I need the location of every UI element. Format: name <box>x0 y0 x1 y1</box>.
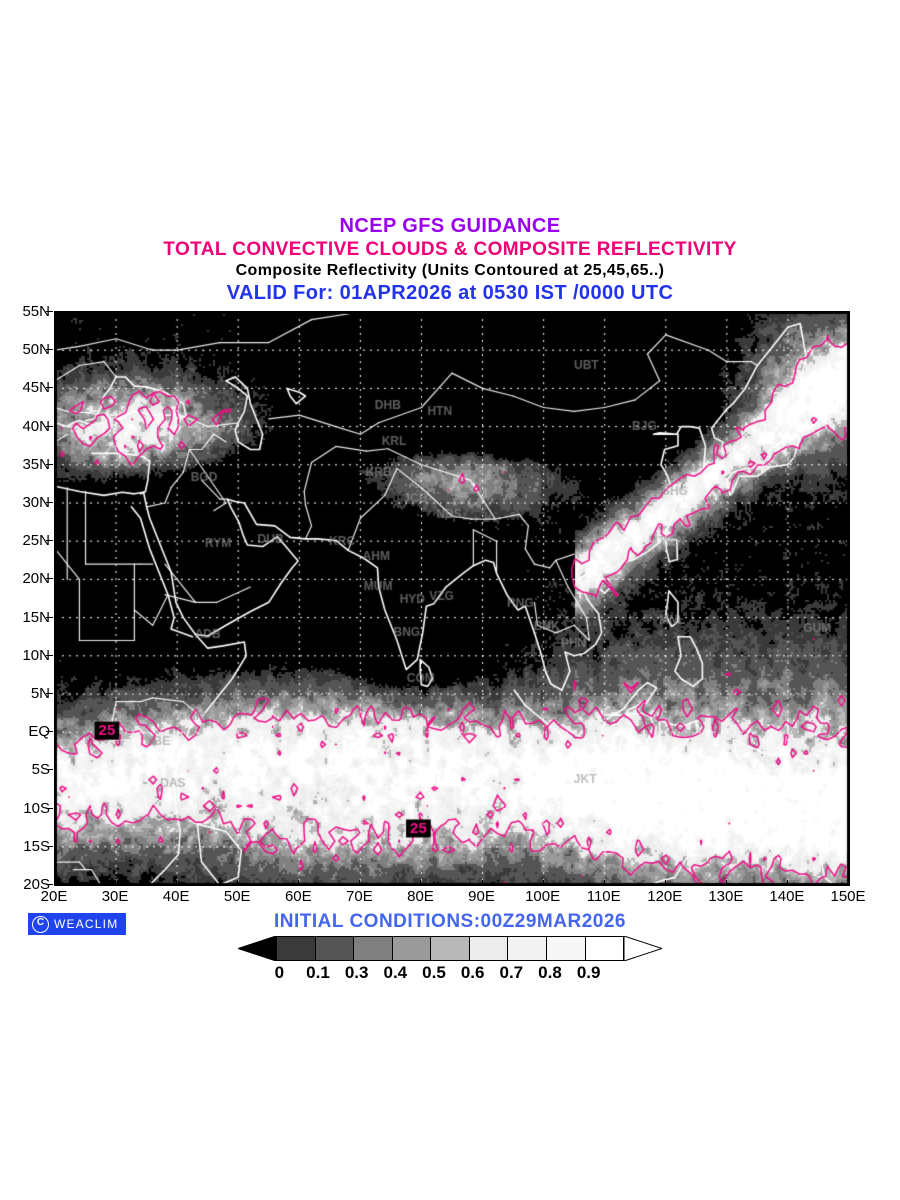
colorbar-tick-label: 0.9 <box>576 963 601 982</box>
lat-tick-label: 40N <box>22 417 50 435</box>
colorbar-tick-label: 0.7 <box>499 963 524 982</box>
lat-tick-label: 25N <box>22 532 50 550</box>
lat-tick-mark <box>46 311 53 312</box>
lat-tick-mark <box>46 578 53 580</box>
lat-tick-label: 5S <box>31 761 50 779</box>
lat-tick-mark <box>46 884 53 885</box>
lat-tick-mark <box>46 387 53 389</box>
colorbar-segment <box>585 936 625 961</box>
longitude-axis: 20E 30E 40E 50E 60E 70E 80E 90E 100E 110E 120E 130E… <box>0 880 900 910</box>
colorbar-tick-label: 0.5 <box>422 963 446 982</box>
lon-tick-mark <box>481 880 483 886</box>
lon-tick-label: 20E <box>40 888 68 905</box>
lat-tick-label: 5N <box>30 685 50 702</box>
reflectivity-raster <box>55 312 849 885</box>
lat-tick-label: 50N <box>22 341 50 359</box>
lon-tick-label: 110E <box>586 888 621 905</box>
lat-tick-mark <box>46 654 53 656</box>
lon-tick-label: 60E <box>284 888 312 905</box>
lat-tick-label: 15N <box>22 608 50 626</box>
lat-tick-mark <box>46 616 53 618</box>
colorbar-tick-label: 0.1 <box>306 963 330 982</box>
colorbar-tick-label: 0.3 <box>344 963 369 982</box>
colorbar-segment <box>315 936 355 961</box>
lat-tick-mark <box>46 731 53 733</box>
lon-tick-mark <box>603 880 605 886</box>
lat-tick-mark <box>46 425 53 427</box>
colorbar-segment <box>276 936 316 961</box>
colorbar-low-cap-icon <box>238 936 276 961</box>
colorbar-segment <box>392 936 432 961</box>
lat-tick-mark <box>46 693 53 694</box>
lat-tick-label: 10S <box>23 799 50 817</box>
lon-tick-label: 70E <box>346 888 373 905</box>
lon-tick-mark <box>54 880 55 886</box>
lat-tick-mark <box>46 502 53 503</box>
lat-tick-label: EQ <box>28 723 50 741</box>
lon-tick-label: 80E <box>407 888 434 905</box>
initial-conditions-label: INITIAL CONDITIONS:00Z29MAR2026 <box>274 911 626 932</box>
lat-tick-label: 10N <box>22 646 50 664</box>
lon-tick-mark <box>420 880 422 886</box>
colorbar-legend: 0 0.1 0.3 0.4 0.5 0.6 0.7 0.8 0.9 <box>0 936 900 992</box>
colorbar-segment <box>354 936 393 961</box>
lon-tick-mark <box>176 880 178 886</box>
latitude-axis: 55N 50N 45N 40N 35N 30N 25N 20N 15N 10N 5N EQ 5S 10S 1… <box>0 303 900 893</box>
valid-time-label: VALID For: 01APR2026 at 0530 IST /0000 U… <box>226 282 674 304</box>
lat-tick-label: 55N <box>22 303 50 320</box>
colorbar-segments <box>276 936 625 961</box>
lon-tick-mark <box>115 880 117 886</box>
weather-map-plot[interactable] <box>54 311 850 886</box>
lat-tick-mark <box>46 845 53 847</box>
colorbar-segment <box>469 936 509 961</box>
colorbar-segment <box>508 936 547 961</box>
colorbar-tick-label: 0.4 <box>383 963 408 982</box>
colorbar-tick-label: 0.6 <box>460 963 485 982</box>
lat-tick-mark <box>46 349 53 351</box>
lon-tick-label: 90E <box>468 888 495 905</box>
lat-tick-mark <box>46 807 53 809</box>
lat-tick-label: 45N <box>22 379 50 397</box>
lon-tick-label: 100E <box>525 888 561 905</box>
lon-tick-mark <box>848 880 849 886</box>
lon-tick-label: 120E <box>647 888 683 905</box>
lon-tick-label: 30E <box>101 888 129 905</box>
lon-tick-label: 150E <box>830 888 866 905</box>
copyright-icon: C <box>32 915 49 933</box>
lon-tick-label: 140E <box>769 888 805 905</box>
lat-tick-label: 30N <box>22 494 50 511</box>
weaclim-label: WEACLIM <box>54 917 119 931</box>
lat-tick-mark <box>46 463 53 465</box>
lon-tick-mark <box>664 880 666 886</box>
lat-tick-mark <box>46 769 53 771</box>
lat-tick-label: 15S <box>23 837 50 855</box>
colorbar-tick-label: 0.8 <box>538 963 562 982</box>
lat-tick-label: 20S <box>23 876 50 893</box>
lon-tick-mark <box>542 880 544 886</box>
lat-tick-label: 35N <box>22 455 50 473</box>
lon-tick-label: 50E <box>223 888 251 905</box>
lon-tick-label: 40E <box>162 888 190 905</box>
colorbar-tick-label: 0 <box>274 963 285 982</box>
lon-tick-label: 130E <box>708 888 744 905</box>
lon-tick-mark <box>359 880 361 886</box>
colorbar-segment <box>431 936 470 961</box>
lon-tick-mark <box>786 880 788 886</box>
colorbar-segment <box>546 936 586 961</box>
lon-tick-mark <box>725 880 727 886</box>
chart-units-note: Composite Reflectivity (Units Contoured … <box>235 262 665 279</box>
chart-subtitle: TOTAL CONVECTIVE CLOUDS & COMPOSITE REFL… <box>163 239 737 260</box>
lon-tick-mark <box>298 880 300 886</box>
lon-tick-mark <box>237 880 239 886</box>
lat-tick-mark <box>46 540 53 542</box>
colorbar-high-cap-icon <box>624 936 662 961</box>
lat-tick-label: 20N <box>22 570 50 588</box>
colorbar-tick-labels: 0 0.1 0.3 0.4 0.5 0.6 0.7 0.8 0.9 <box>0 963 900 987</box>
weaclim-logo-badge[interactable]: C WEACLIM <box>28 913 127 935</box>
chart-title-block: NCEP GFS GUIDANCE TOTAL CONVECTIVE CLOUD… <box>0 214 900 305</box>
page-title: NCEP GFS GUIDANCE <box>339 215 561 237</box>
